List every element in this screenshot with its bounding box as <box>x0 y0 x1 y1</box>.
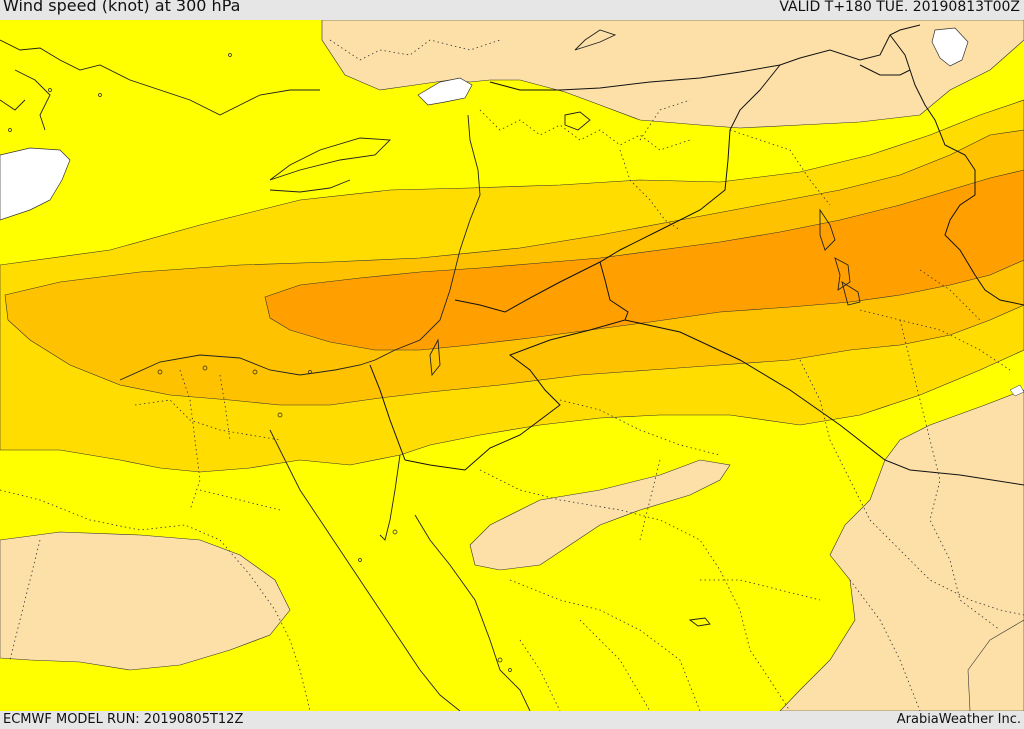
map-canvas <box>0 20 1024 711</box>
credit-label: ArabiaWeather Inc. <box>896 712 1021 727</box>
coastlines <box>0 29 861 711</box>
wind-band-light-southeast <box>967 619 1024 711</box>
wind-band-light-east <box>779 389 1024 711</box>
map-footer: ECMWF MODEL RUN: 20190805T12Z ArabiaWeat… <box>0 711 1024 729</box>
water-body-west <box>0 147 71 221</box>
wind-band-light-southwest <box>0 531 291 671</box>
wind-speed-map <box>0 20 1024 711</box>
country-borders <box>369 24 1024 486</box>
water-body-lake-small <box>1009 384 1024 397</box>
province-boundaries <box>0 39 1024 711</box>
map-title: Wind speed (knot) at 300 hPa <box>3 0 241 15</box>
wind-band-light-north <box>321 20 1024 129</box>
valid-time-label: VALID T+180 TUE. 20190813T00Z <box>779 0 1020 15</box>
water-body-lake-ne <box>931 27 969 67</box>
map-header: Wind speed (knot) at 300 hPa VALID T+180… <box>0 0 1024 20</box>
water-body-bay <box>417 77 473 106</box>
small-islands <box>8 53 512 672</box>
wind-band-light-central <box>469 459 731 571</box>
wind-band-orange <box>264 169 1024 351</box>
model-run-label: ECMWF MODEL RUN: 20190805T12Z <box>3 712 244 727</box>
